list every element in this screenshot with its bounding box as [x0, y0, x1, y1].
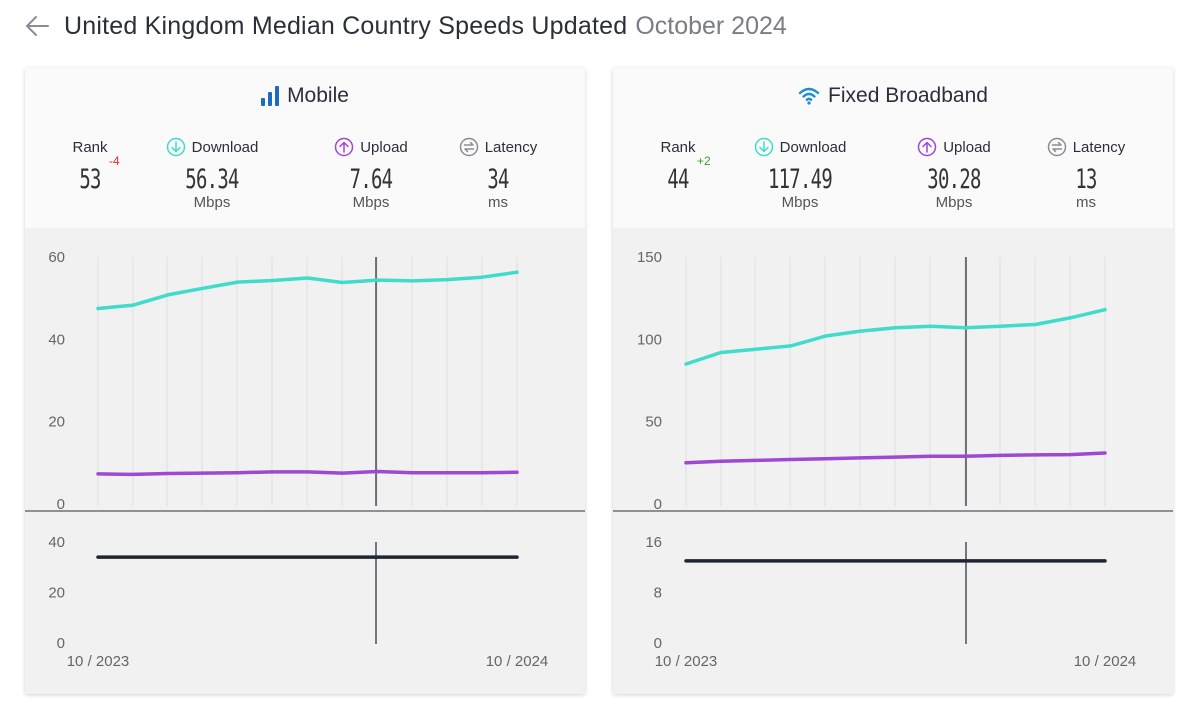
rank-label: Rank [660, 138, 696, 156]
fixed-card-title: Fixed Broadband [613, 82, 1173, 110]
fixed-x-label-end: 10 / 2024 [1074, 653, 1137, 670]
fixed-speed-ytick: 150 [637, 249, 662, 266]
mobile-download-line [96, 270, 519, 311]
page-title-text: United Kingdom Median Country Speeds Upd… [64, 11, 628, 40]
latency-label: Latency [484, 138, 538, 156]
mobile-latency-ytick: 20 [48, 585, 65, 602]
mobile-speed-ytick: 40 [48, 331, 65, 348]
upload-label: Upload [360, 138, 408, 156]
mobile-title-text: Mobile [287, 84, 349, 107]
fixed-download-unit: Mbps [781, 194, 819, 211]
fixed-latency-unit: ms [1076, 194, 1096, 211]
mobile-summary: Mobile Rank 53 -4 Download 56.34 Mbps [25, 68, 585, 228]
latency-label: Latency [1072, 138, 1126, 156]
mobile-speed-ytick: 60 [48, 249, 65, 266]
fixed-upload-unit: Mbps [935, 194, 973, 211]
fixed-latency-ytick: 16 [645, 534, 662, 551]
upload-icon [917, 137, 937, 157]
upload-label: Upload [943, 138, 991, 156]
fixed-speed-ytick: 0 [654, 496, 662, 513]
fixed-upload-line [684, 451, 1107, 465]
mobile-card: Mobile Rank 53 -4 Download 56.34 Mbps [25, 68, 585, 694]
fixed-upload: Upload 30.28 Mbps [889, 136, 1019, 211]
rank-label: Rank [72, 138, 108, 156]
mobile-latency-ytick: 40 [48, 534, 65, 551]
mobile-download-value: 56.34 [185, 164, 239, 195]
mobile-x-label-start: 10 / 2023 [67, 653, 130, 670]
mobile-rank-value: 53 [79, 164, 101, 195]
page-title: United Kingdom Median Country Speeds Upd… [64, 12, 787, 41]
mobile-upload: Upload 7.64 Mbps [306, 136, 436, 211]
upload-icon [334, 137, 354, 157]
back-arrow-icon[interactable] [24, 13, 50, 39]
fixed-x-label-start: 10 / 2023 [655, 653, 718, 670]
download-icon [754, 137, 773, 157]
mobile-latency-value: 34 [487, 164, 509, 195]
mobile-card-title: Mobile [25, 82, 585, 110]
fixed-download-value: 117.49 [767, 164, 833, 195]
mobile-latency-unit: ms [488, 194, 508, 211]
mobile-latency-ytick: 0 [57, 635, 65, 652]
mobile-upload-unit: Mbps [352, 194, 390, 211]
page-title-date: October 2024 [635, 11, 787, 40]
mobile-speed-ytick: 20 [48, 414, 65, 431]
fixed-latency-value: 13 [1075, 164, 1097, 195]
mobile-upload-value: 7.64 [349, 164, 393, 195]
mobile-upload-line [96, 469, 519, 477]
fixed-upload-value: 30.28 [927, 164, 981, 195]
fixed-rank: Rank 44 +2 [613, 136, 743, 196]
fixed-broadband-card: Fixed Broadband Rank 44 +2 Download 117.… [613, 68, 1173, 694]
fixed-title-text: Fixed Broadband [828, 84, 988, 107]
download-icon [166, 137, 185, 157]
fixed-download-line [684, 307, 1107, 366]
download-label: Download [779, 138, 847, 156]
fixed-latency-ytick: 8 [654, 585, 662, 602]
latency-icon [459, 137, 478, 157]
mobile-rank: Rank 53 -4 [25, 136, 155, 196]
fixed-rank-value: 44 [667, 164, 689, 195]
fixed-broadband-chart[interactable]: 0 50 100 150 0 8 16 10 / 2023 10 / 2024 [613, 68, 1173, 694]
mobile-download-unit: Mbps [193, 194, 231, 211]
mobile-chart[interactable]: 0 20 40 60 0 20 40 10 / 2023 10 / 2024 [25, 68, 585, 694]
mobile-speed-ytick: 0 [57, 496, 65, 513]
fixed-latency: Latency 13 ms [1021, 136, 1151, 211]
fixed-summary: Fixed Broadband Rank 44 +2 Download 117.… [613, 68, 1173, 228]
fixed-latency-ytick: 0 [654, 635, 662, 652]
page-header: United Kingdom Median Country Speeds Upd… [24, 8, 787, 44]
fixed-speed-ytick: 100 [637, 331, 662, 348]
fixed-rank-change: +2 [697, 154, 711, 168]
wifi-icon [798, 87, 820, 105]
mobile-latency: Latency 34 ms [433, 136, 563, 211]
fixed-download: Download 117.49 Mbps [735, 136, 865, 211]
fixed-speed-ytick: 50 [645, 414, 662, 431]
mobile-download: Download 56.34 Mbps [147, 136, 277, 211]
download-label: Download [191, 138, 259, 156]
latency-icon [1047, 137, 1066, 157]
mobile-rank-change: -4 [109, 154, 120, 168]
signal-bars-icon [261, 86, 280, 106]
mobile-x-label-end: 10 / 2024 [486, 653, 549, 670]
